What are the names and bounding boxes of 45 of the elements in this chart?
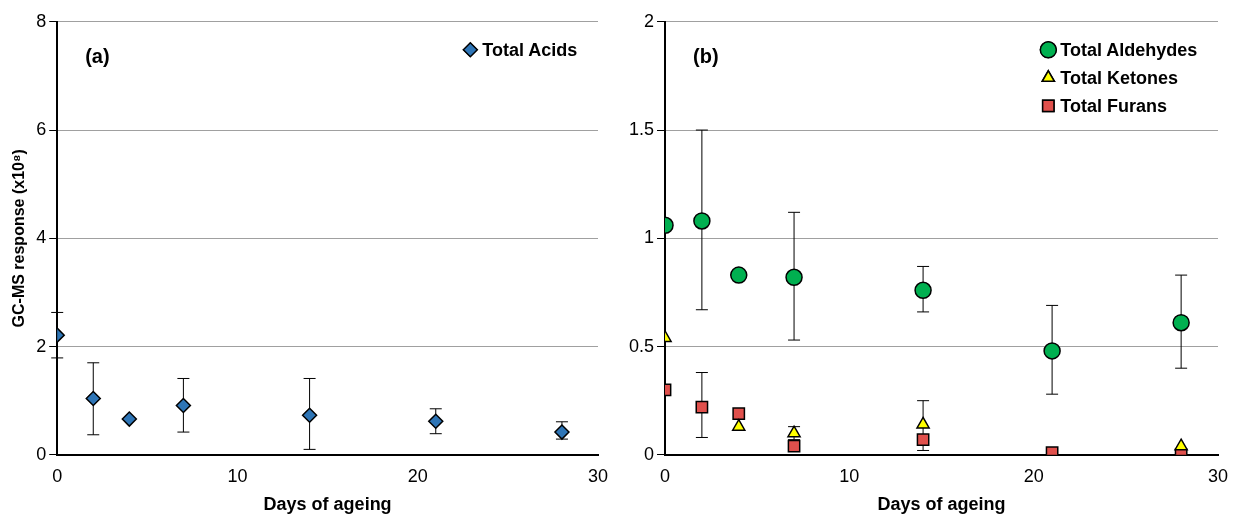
point [916,433,930,447]
y-tick-label: 6 [36,119,47,140]
annotation: (b) [693,45,719,68]
x-tick-label: 10 [227,465,248,486]
x-tick-label: 10 [839,465,860,486]
y-tick-label: 1 [644,227,655,248]
point [428,413,444,429]
legend-label: Total Ketones [1060,67,1178,88]
y-tick-label: 2 [36,335,47,356]
x-tick-label: 30 [1207,465,1229,486]
x-tick-label: 30 [587,465,609,486]
point [787,439,801,453]
point [731,418,746,431]
point [732,407,746,421]
point [695,400,709,414]
point [914,281,932,300]
point [1043,342,1061,360]
point [730,266,748,284]
point [301,407,318,424]
point [175,397,192,414]
x-tick-label: 20 [1023,465,1044,486]
legend-label: Total Aldehydes [1060,39,1198,60]
y-tick-label: 4 [36,227,47,248]
legend-label: Total Furans [1060,95,1167,116]
y-tick-label: 0 [644,443,655,464]
y-tick-label: 2 [644,10,655,31]
point [916,416,930,429]
x-axis-title: Days of ageing [877,494,1006,515]
legend-label: Total Acids [482,39,578,60]
point [785,268,803,287]
y-tick-label: 0 [36,443,47,464]
x-tick-label: 20 [407,465,428,486]
x-axis-title: Days of ageing [263,494,392,515]
x-tick-label: 0 [660,465,671,486]
y-tick-label: 8 [36,10,47,31]
point [1174,438,1188,451]
point [1172,313,1190,332]
y-tick-label: 1.5 [628,119,655,140]
point [121,411,138,427]
annotation: (a) [85,45,110,68]
y-axis-title: GC-MS response (x10⁸) [10,149,28,328]
x-tick-label: 0 [52,465,63,486]
point [693,212,711,230]
y-tick-label: 0.5 [628,335,655,356]
point [85,390,102,407]
